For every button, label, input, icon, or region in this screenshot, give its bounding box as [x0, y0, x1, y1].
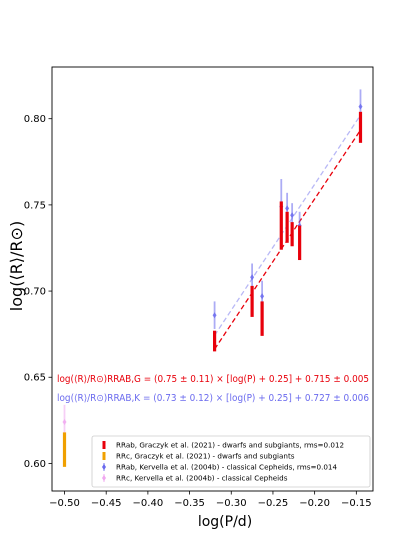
- legend-marker: [102, 464, 106, 470]
- x-tick-label: −0.15: [341, 498, 372, 509]
- legend-box: [91, 435, 371, 488]
- data-point: [285, 226, 289, 229]
- x-tick-label: −0.30: [216, 498, 247, 509]
- axis-ticks: −0.50 −0.45 −0.40 −0.35 −0.30 −0.25 −0.20 −0.15…: [24, 114, 372, 509]
- x-tick-label: −0.50: [49, 498, 80, 509]
- x-tick-label: −0.20: [299, 498, 330, 509]
- data-point: [250, 300, 254, 303]
- y-tick-label: 0.65: [24, 373, 46, 384]
- x-axis-label: log(P/d): [198, 514, 252, 530]
- legend-entry: RRc, Graczyk et al. (2021) - dwarfs and …: [116, 452, 295, 461]
- legend: RRab, Graczyk et al. (2021) - dwarfs and…: [91, 435, 371, 488]
- legend-entry: RRab, Graczyk et al. (2021) - dwarfs and…: [116, 441, 344, 450]
- data-point: [359, 126, 362, 129]
- y-tick-label: 0.80: [24, 114, 46, 125]
- legend-entry: RRab, Kervella et al. (2004b) - classica…: [116, 463, 338, 472]
- data-point: [290, 212, 295, 219]
- plot-area-border: [51, 66, 374, 492]
- fit-equations: log(⟨R⟩/R⊙)RRAB,G = (0.75 ± 0.11) × [log…: [57, 374, 369, 404]
- fit-equation: log(⟨R⟩/R⊙)RRAB,G = (0.75 ± 0.11) × [log…: [57, 374, 369, 385]
- data-point: [212, 312, 217, 319]
- y-tick-label: 0.75: [24, 200, 46, 211]
- data-point: [358, 103, 363, 110]
- data-point: [290, 232, 294, 236]
- legend-marker: [102, 475, 106, 481]
- x-tick-label: −0.25: [258, 498, 289, 509]
- x-tick-label: −0.45: [91, 498, 122, 509]
- data-point: [213, 339, 216, 343]
- y-axis-label: log(⟨R⟩/R⊙): [7, 221, 26, 311]
- data-point: [62, 419, 67, 426]
- y-tick-label: 0.60: [24, 459, 46, 470]
- plot-frame: [51, 66, 374, 492]
- data-point: [63, 448, 66, 451]
- fit-equation: log(⟨R⟩/R⊙)RRAB,K = (0.73 ± 0.12) × [log…: [57, 393, 369, 404]
- error-bars: [62, 89, 363, 467]
- legend-entry: RRc, Kervella et al. (2004b) - classical…: [116, 474, 288, 483]
- x-tick-label: −0.40: [133, 498, 164, 509]
- data-point: [280, 224, 283, 227]
- data-point: [298, 241, 301, 245]
- data-point: [285, 205, 290, 212]
- data-point: [250, 274, 255, 281]
- x-tick-label: −0.35: [174, 498, 205, 509]
- y-tick-label: 0.70: [24, 287, 46, 298]
- data-point: [260, 293, 265, 300]
- data-point: [260, 317, 264, 320]
